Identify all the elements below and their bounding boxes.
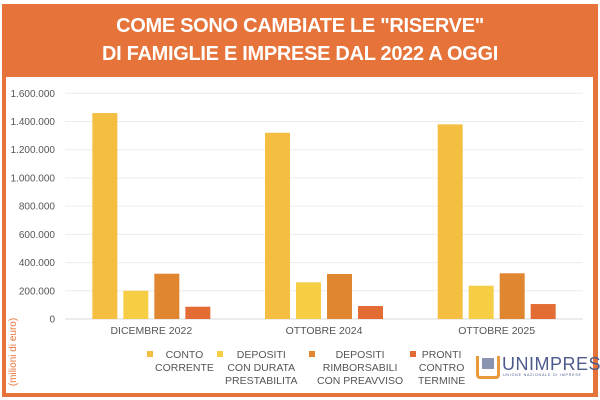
bar <box>154 273 180 319</box>
legend-item: DEPOSITI CON DURATA PRESTABILITA <box>217 349 298 388</box>
legend-label: DEPOSITI RIMBORSABILI CON PREAVVISO <box>317 349 404 387</box>
legend-swatch <box>410 351 416 357</box>
y-tick-label: 800.000 <box>19 202 56 213</box>
legend-item: CONTO CORRENTE <box>147 349 214 375</box>
bar <box>265 132 290 319</box>
legend-swatch <box>217 351 223 357</box>
y-tick-label: 1.600.000 <box>11 89 56 100</box>
x-category-label: DICEMBRE 2022 <box>110 325 192 337</box>
y-tick-label: 1.400.000 <box>11 117 56 128</box>
bar <box>185 306 211 319</box>
y-tick-label: 200.000 <box>19 286 56 297</box>
legend-label: CONTO CORRENTE <box>155 349 214 374</box>
title-line-2: DI FAMIGLIE E IMPRESE DAL 2022 A OGGI <box>101 43 499 65</box>
y-tick-label: 1.200.000 <box>11 145 56 156</box>
legend-item: PRONTI CONTRO TERMINE <box>410 349 465 388</box>
legend-label: DEPOSITI CON DURATA PRESTABILITA <box>225 349 298 387</box>
chart-title: COME SONO CAMBIATE LE "RISERVE" DI FAMIG… <box>0 12 600 68</box>
legend-swatch <box>309 351 315 357</box>
bar <box>123 290 149 319</box>
bar <box>437 124 463 320</box>
legend-label: PRONTI CONTRO TERMINE <box>418 349 466 387</box>
logo-subtitle: UNIONE NAZIONALE DI IMPRESE <box>503 373 582 377</box>
bar <box>327 274 352 319</box>
bar <box>499 273 525 319</box>
unimpresa-logo: UNIMPRESA UNIONE NAZIONALE DI IMPRESE <box>476 354 600 382</box>
y-tick-label: 600.000 <box>19 230 56 241</box>
y-tick-label: 1.000.000 <box>11 173 56 184</box>
bar <box>468 285 494 319</box>
y-tick-label: 0 <box>49 315 55 326</box>
bar <box>530 304 556 319</box>
y-tick-label: 400.000 <box>19 258 56 269</box>
title-line-1: COME SONO CAMBIATE LE "RISERVE" <box>116 15 484 37</box>
bar <box>92 113 118 319</box>
x-category-label: OTTOBRE 2025 <box>458 325 535 337</box>
x-category-label: OTTOBRE 2024 <box>286 325 363 337</box>
y-axis-title: (milioni di euro) <box>8 318 19 386</box>
legend-swatch <box>147 351 153 357</box>
logo-name: UNIMPRESA <box>502 354 600 374</box>
legend-item: DEPOSITI RIMBORSABILI CON PREAVVISO <box>309 349 403 388</box>
bar <box>358 306 383 319</box>
bar <box>296 282 321 319</box>
